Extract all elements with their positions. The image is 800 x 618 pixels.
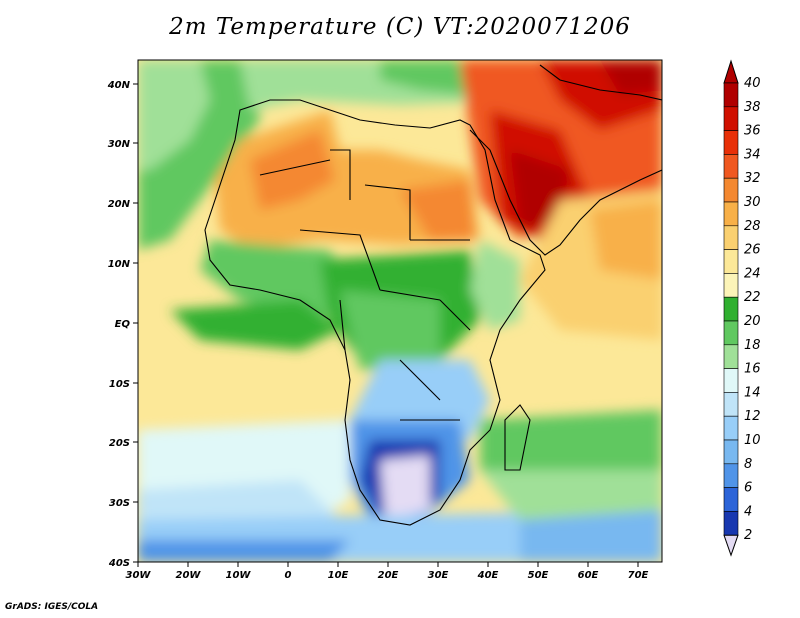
axis-ticks (133, 83, 639, 567)
colorbar-swatch (723, 106, 739, 131)
lat-label: EQ (115, 319, 131, 330)
colorbar-label: 6 (744, 481, 752, 496)
colorbar-swatch (723, 463, 739, 488)
colorbar-label: 10 (744, 433, 761, 448)
lat-label: 40N (107, 80, 131, 91)
lat-label: 30N (108, 139, 131, 150)
colorbar-swatch (723, 225, 739, 250)
colorbar-swatch (723, 82, 739, 108)
lon-label: 0 (285, 570, 292, 581)
lat-label: 20N (108, 199, 131, 210)
colorbar-swatch (723, 439, 739, 465)
colorbar-swatch (723, 320, 739, 346)
lat-label: 30S (109, 498, 130, 509)
colorbar-label: 20 (744, 314, 761, 329)
coastline-paths (204, 64, 662, 526)
map-frame (137, 59, 663, 563)
colorbar-swatch (723, 392, 739, 417)
colorbar-label: 38 (744, 100, 761, 115)
colorbar-label: 12 (744, 409, 761, 424)
colorbar-under-arrow (723, 534, 739, 557)
lon-label: 20W (176, 570, 202, 581)
map-title: 2m Temperature (C) VT:2020071206 (169, 14, 631, 40)
colorbar-label: 24 (744, 266, 761, 281)
colorbar-swatch (723, 368, 739, 393)
colorbar: 40 38 36 34 32 30 28 26 24 22 20 18 16 14 12 10 8 6 4 2 (723, 59, 761, 557)
colorbar-over-arrow (723, 59, 739, 84)
colorbar-swatch (723, 201, 739, 227)
colorbar-swatch (723, 415, 739, 441)
colorbar-label: 2 (744, 528, 752, 543)
colorbar-swatch (723, 511, 739, 536)
colorbar-label: 18 (744, 338, 761, 353)
colorbar-label: 32 (744, 171, 761, 186)
colorbar-swatch (723, 249, 739, 274)
lat-label: 20S (109, 438, 130, 449)
lon-label: 40E (477, 570, 499, 581)
lon-label: 60E (578, 570, 599, 581)
colorbar-swatch (723, 177, 739, 203)
colorbar-label: 4 (744, 504, 752, 519)
colorbar-label: 26 (744, 243, 761, 258)
lon-label: 20E (378, 570, 399, 581)
lat-label: 10N (108, 259, 131, 270)
colorbar-swatch (723, 487, 739, 512)
colorbar-swatch (723, 344, 739, 369)
colorbar-label: 40 (744, 76, 761, 91)
colorbar-swatch (723, 154, 739, 179)
lon-label: 70E (628, 570, 649, 581)
colorbar-label: 22 (744, 290, 761, 305)
colorbar-swatch (723, 130, 739, 155)
lat-label: 10S (109, 379, 130, 390)
colorbar-label: 36 (744, 124, 761, 139)
temperature-field (138, 60, 662, 562)
colorbar-label: 16 (744, 362, 761, 377)
colorbar-label: 8 (744, 457, 752, 472)
lon-label: 10E (328, 570, 349, 581)
colorbar-label: 34 (744, 147, 761, 162)
footer-credit: GrADS: IGES/COLA (5, 602, 99, 612)
colorbar-swatch (723, 273, 739, 298)
colorbar-label: 28 (744, 219, 761, 234)
colorbar-label: 30 (744, 195, 761, 210)
lon-label: 30W (126, 570, 152, 581)
lat-label: 40S (108, 558, 130, 569)
lon-label: 30E (428, 570, 449, 581)
lon-labels: 30W 20W 10W 0 10E 20E 30E 40E 50E 60E 70… (126, 570, 649, 581)
colorbar-label: 14 (744, 385, 761, 400)
colorbar-swatch (723, 296, 739, 322)
lon-label: 10W (226, 570, 252, 581)
lon-label: 50E (528, 570, 549, 581)
lat-labels: 40N 30N 20N 10N EQ 10S 20S 30S 40S (107, 80, 131, 569)
